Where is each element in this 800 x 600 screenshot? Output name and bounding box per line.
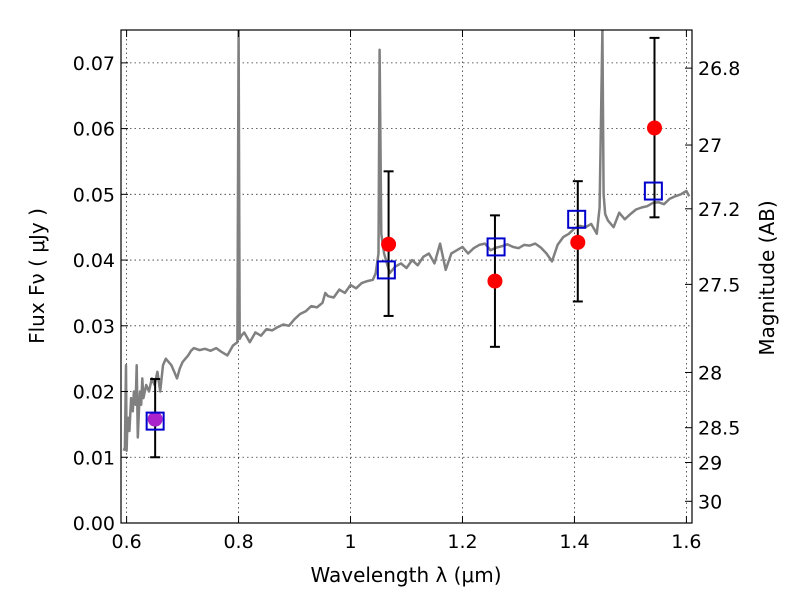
- y-tick-label: 0.01: [73, 447, 115, 469]
- y-tick-label: 0.02: [73, 382, 115, 404]
- y2-tick-label: 28: [698, 362, 722, 384]
- axis-ticks: [121, 30, 692, 524]
- y-axis-label: Flux Fν ( μJy ): [25, 208, 49, 344]
- y-tick-label: 0.07: [73, 53, 115, 75]
- right-axis-tick-labels: 26.8 27 27.2 27.5 28 28.5 29 30: [698, 58, 740, 513]
- y2-tick-label: 26.8: [698, 58, 740, 80]
- y-tick-label: 0.05: [73, 184, 115, 206]
- model-square: [376, 260, 396, 280]
- y-tick-label: 0.03: [73, 316, 115, 338]
- y2-tick-label: 28.5: [698, 418, 740, 440]
- x-tick-label: 1.4: [559, 531, 589, 553]
- y-tick-label: 0.06: [73, 119, 115, 141]
- x-tick-label: 0.6: [111, 531, 141, 553]
- model-square: [567, 209, 587, 229]
- y2-tick-label: 27: [698, 135, 722, 157]
- model-photometry-points: [145, 181, 663, 431]
- x-axis-label: Wavelength λ (μm): [310, 563, 501, 587]
- y-tick-labels: 0.00 0.01 0.02 0.03 0.04 0.05 0.06 0.07: [73, 53, 115, 535]
- x-tick-labels: 0.6 0.8 1 1.2 1.4 1.6: [111, 531, 701, 553]
- observed-point: [147, 411, 163, 427]
- observed-point: [646, 120, 662, 136]
- plot-frame: [120, 29, 693, 524]
- observed-point: [487, 273, 503, 289]
- x-tick-label: 1: [344, 531, 356, 553]
- observed-points: [147, 120, 662, 427]
- model-square: [486, 237, 506, 257]
- right-axis-label: Magnitude (AB): [755, 200, 779, 355]
- x-tick-label: 1.6: [671, 531, 701, 553]
- y-tick-label: 0.00: [73, 513, 115, 535]
- model-square: [643, 181, 663, 201]
- observed-point: [570, 234, 586, 250]
- y-tick-label: 0.04: [73, 250, 115, 272]
- y2-tick-label: 29: [698, 453, 722, 475]
- x-tick-label: 1.2: [447, 531, 477, 553]
- y2-tick-label: 27.5: [698, 274, 740, 296]
- y2-tick-label: 27.2: [698, 199, 740, 221]
- observed-point: [381, 236, 397, 252]
- x-tick-label: 0.8: [223, 531, 253, 553]
- y2-tick-label: 30: [698, 491, 722, 513]
- plot-background: [121, 30, 692, 523]
- model-square: [145, 411, 165, 431]
